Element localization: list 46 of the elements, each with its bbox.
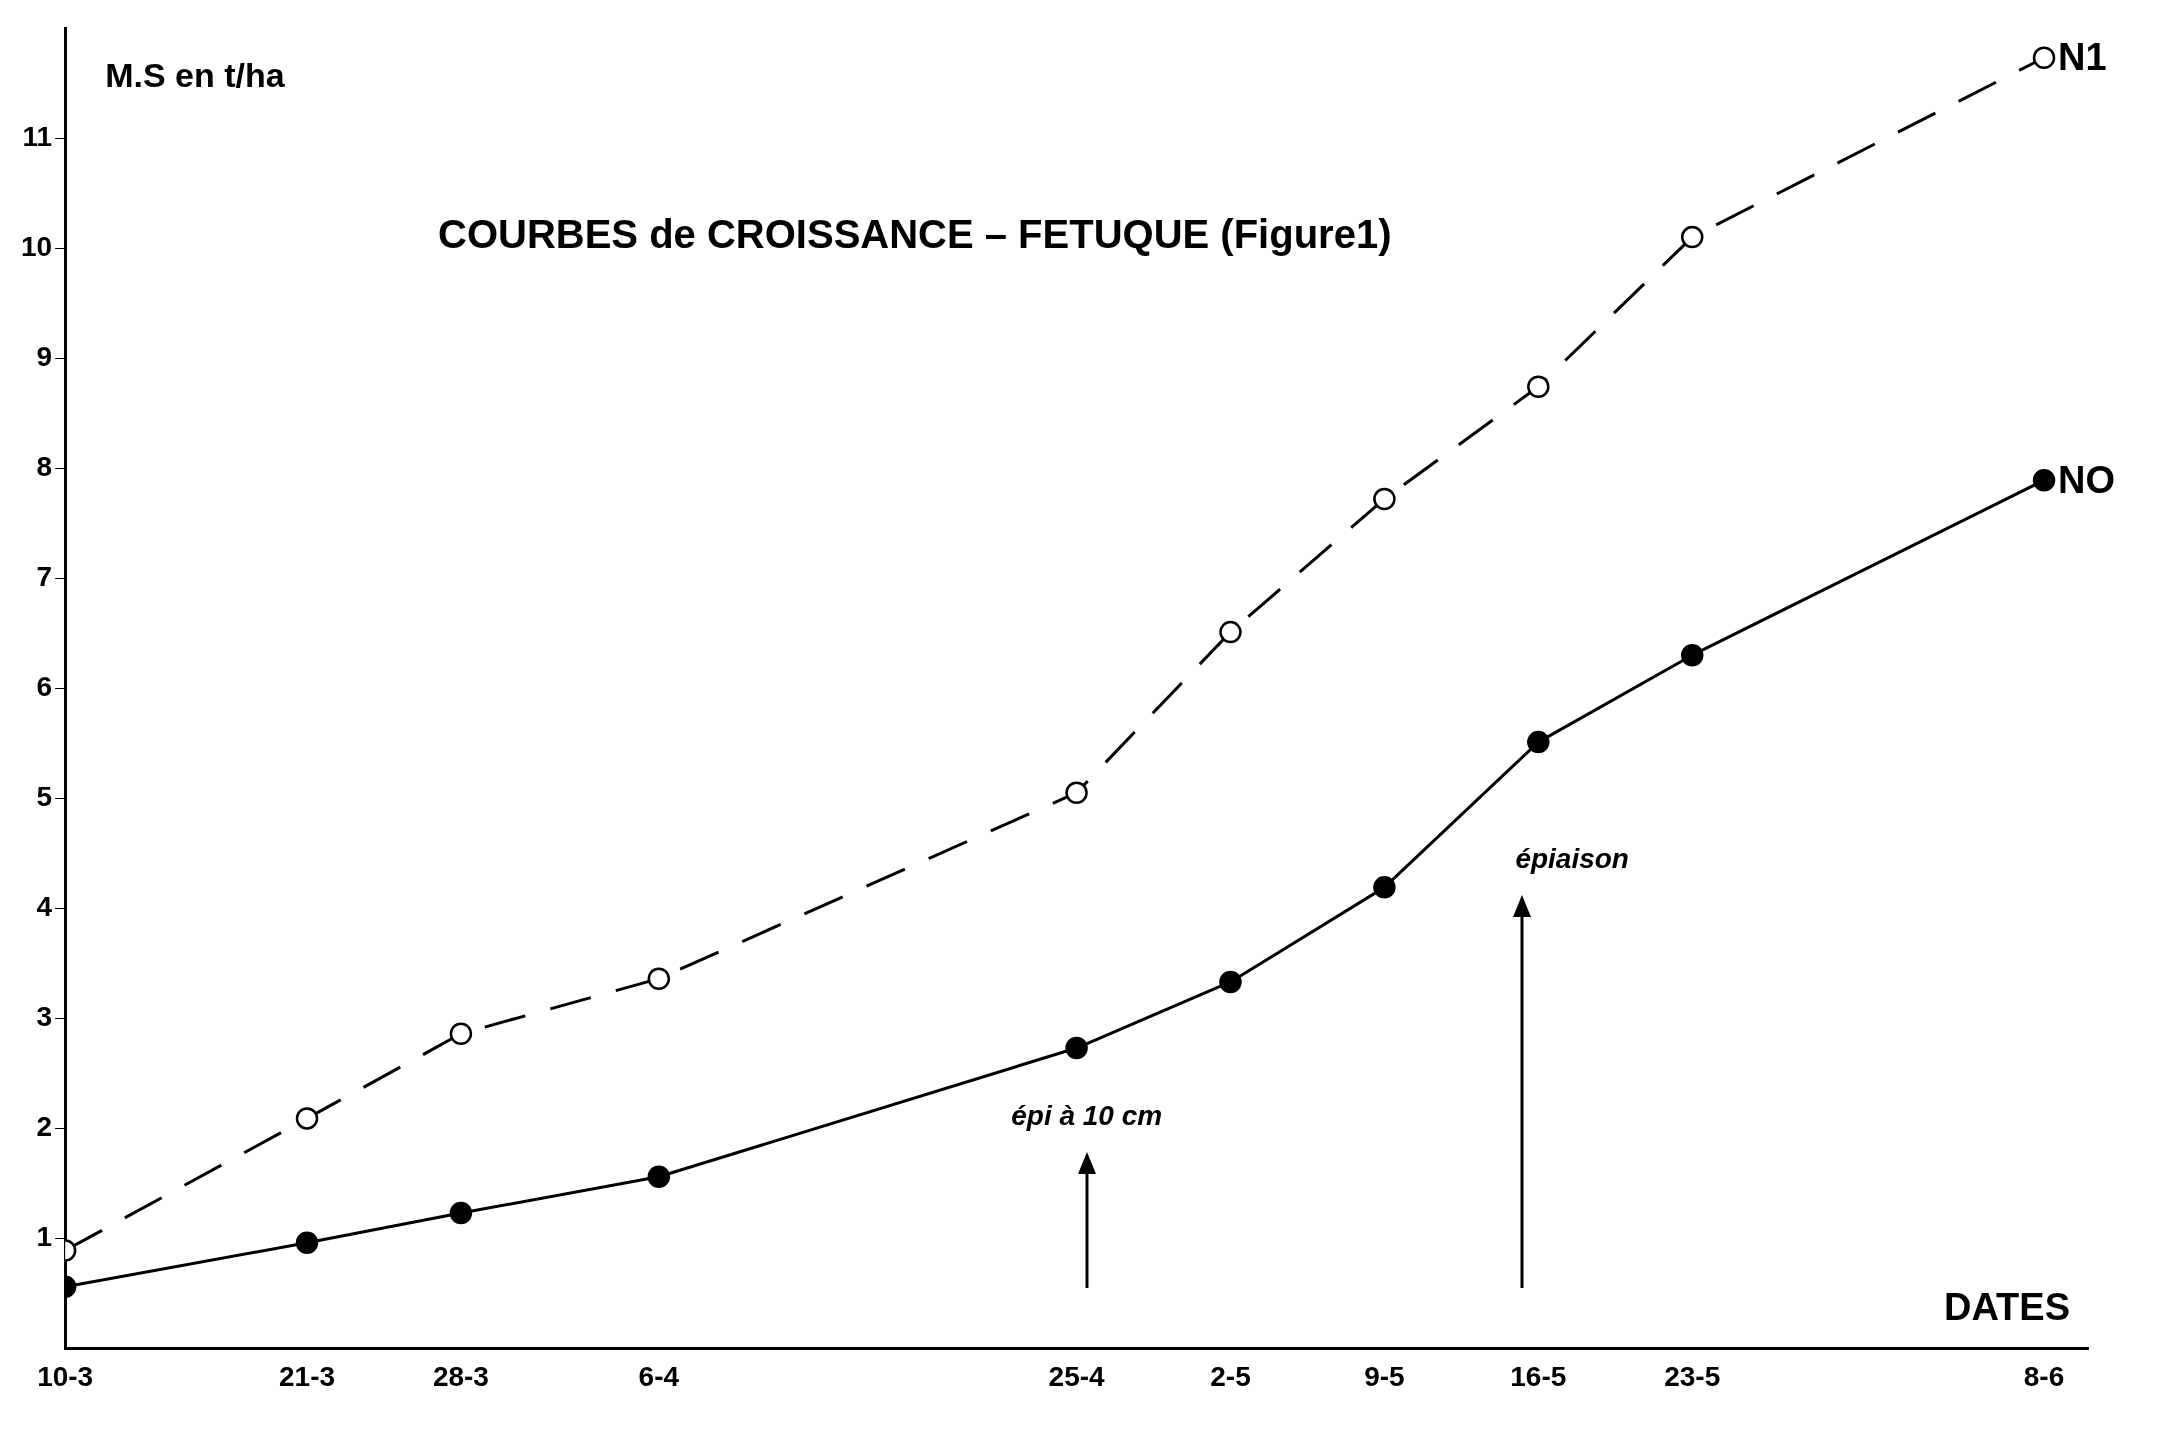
y-tick-label: 10 [20, 230, 53, 262]
x-axis-title: DATES [1944, 1286, 2070, 1329]
y-tick-label: 2 [36, 1111, 53, 1143]
point [449, 1201, 473, 1225]
x-tick-label: 16-5 [1510, 1360, 1567, 1392]
point [2032, 468, 2056, 492]
point [647, 967, 671, 990]
series-label: N1 [2058, 36, 2107, 79]
point [1373, 487, 1396, 511]
y-tick-label: 11 [22, 120, 53, 152]
annotation: épi à 10 cm [1011, 1100, 1163, 1132]
y-tick-label: 8 [36, 450, 53, 482]
point [2032, 46, 2056, 69]
y-tick-label: 7 [36, 560, 53, 592]
point [1680, 225, 1704, 249]
y-tick-label: 5 [36, 780, 53, 812]
x-tick-label: 6-4 [638, 1360, 680, 1392]
x-tick-label: 23-5 [1664, 1360, 1721, 1392]
point [1680, 643, 1704, 667]
y-tick-label: 1 [36, 1221, 53, 1253]
point [295, 1107, 319, 1130]
point [1373, 876, 1396, 899]
x-tick-label: 28-3 [432, 1360, 489, 1392]
text: COURBES de CROISSANCE – FETUQUE (Figure1) [438, 212, 1392, 257]
point [449, 1022, 473, 1045]
y-tick-label: 3 [36, 1001, 53, 1033]
series-label: NO [2058, 458, 2116, 501]
point [295, 1231, 319, 1255]
point [647, 1165, 671, 1188]
point [1065, 781, 1088, 804]
y-tick-label: 9 [36, 340, 53, 372]
y-axis-title: M.S en t/ha [105, 55, 286, 94]
x-tick-label: 9-5 [1364, 1360, 1405, 1392]
x-tick-label: 21-3 [278, 1360, 336, 1392]
point [1219, 970, 1242, 994]
point [1527, 375, 1550, 398]
annotation: épiaison [1515, 842, 1629, 874]
x-tick-label: 2-5 [1210, 1360, 1251, 1392]
point [1527, 730, 1550, 754]
y-tick-label: 6 [36, 670, 53, 702]
x-tick-label: 8-6 [2023, 1360, 2065, 1392]
point [1065, 1036, 1088, 1060]
x-tick-label: 25-4 [1048, 1360, 1106, 1392]
x-tick-label: 10-3 [37, 1360, 94, 1392]
y-tick-label: 4 [36, 890, 53, 922]
point [1219, 620, 1242, 644]
